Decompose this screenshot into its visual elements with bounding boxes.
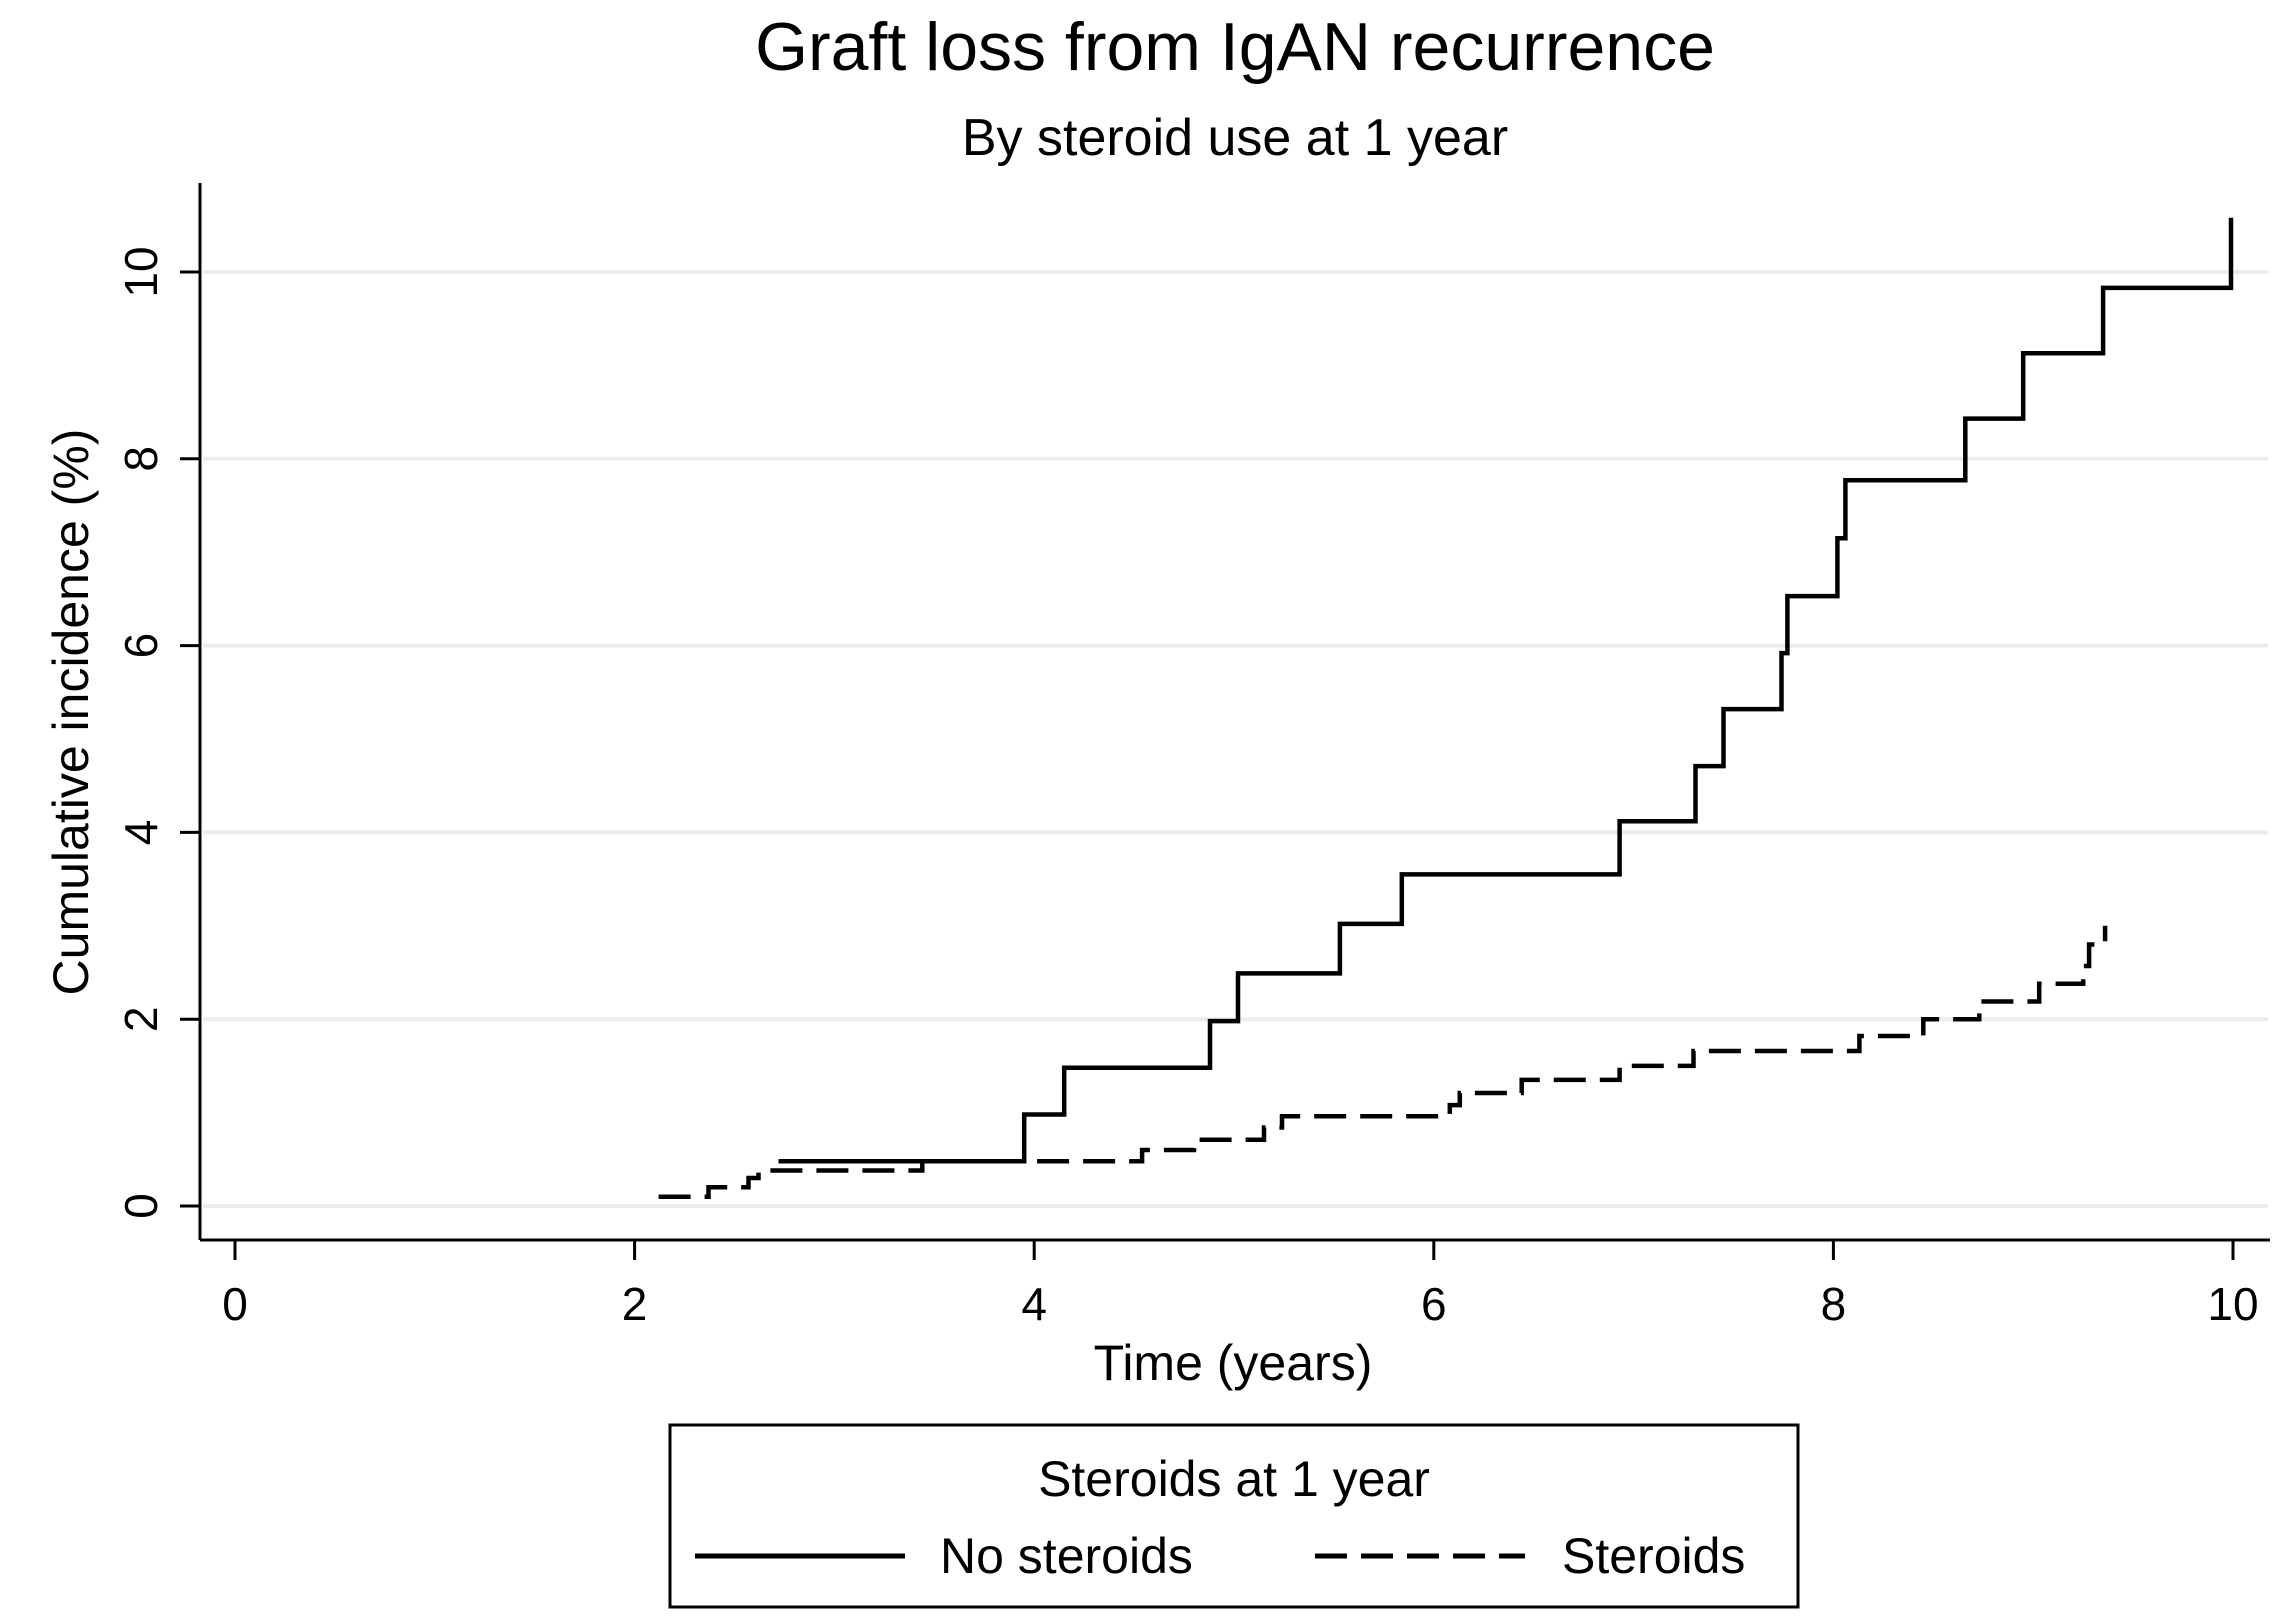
legend-label-no-steroids: No steroids [940,1528,1193,1584]
x-tick-label-2: 2 [622,1278,648,1330]
legend-label-steroids: Steroids [1562,1528,1745,1584]
x-axis-title: Time (years) [1094,1335,1373,1391]
x-tick-label-10: 10 [2207,1278,2258,1330]
y-tick-label-10: 10 [115,246,167,297]
legend-box [668,1423,1800,1609]
x-tick-label-6: 6 [1421,1278,1447,1330]
x-tick-label-0: 0 [222,1278,248,1330]
legend-title: Steroids at 1 year [1038,1451,1430,1507]
y-tick-label-2: 2 [115,1006,167,1032]
y-tick-label-6: 6 [115,633,167,659]
chart-title: Graft loss from IgAN recurrence [755,9,1715,85]
y-tick-label-8: 8 [115,446,167,472]
grid-lines [203,270,2268,1208]
y-ticks: 0 2 4 6 8 10 [115,246,200,1219]
series-layer [658,217,2234,1199]
y-axis-title: Cumulative incidence (%) [43,429,99,996]
series-line-steroids [658,925,2108,1199]
x-ticks: 0 2 4 6 8 10 [222,1240,2259,1330]
legend: Steroids at 1 year No steroids Steroids [668,1423,1800,1609]
x-tick-label-4: 4 [1021,1278,1047,1330]
chart-subtitle: By steroid use at 1 year [962,109,1508,167]
series-line-no-steroids [778,217,2234,1164]
x-tick-label-8: 8 [1821,1278,1847,1330]
y-tick-label-4: 4 [115,820,167,846]
y-tick-label-0: 0 [115,1193,167,1219]
